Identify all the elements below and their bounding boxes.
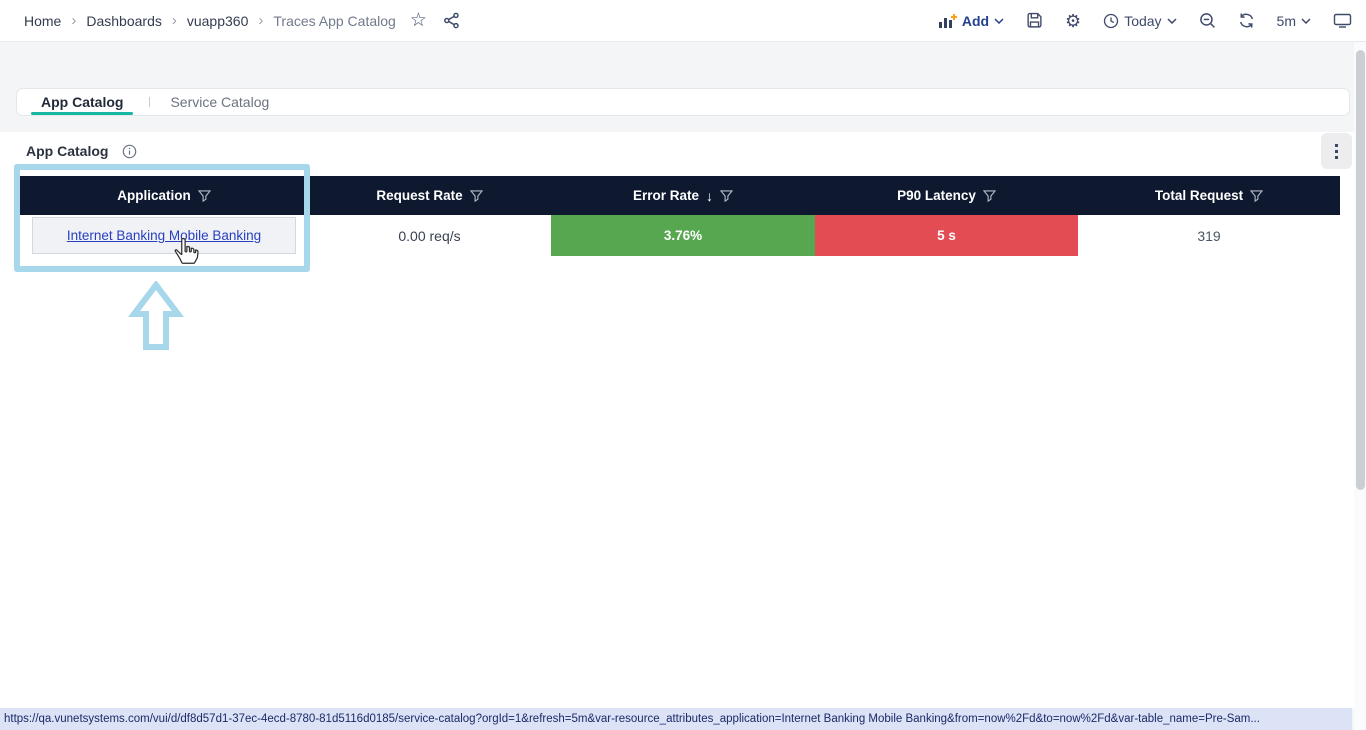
- save-dashboard-icon[interactable]: [1026, 12, 1043, 29]
- info-icon[interactable]: [122, 144, 137, 159]
- tab-service-catalog[interactable]: Service Catalog: [152, 89, 287, 115]
- clock-icon: [1104, 13, 1119, 28]
- column-label: Total Request: [1154, 188, 1244, 203]
- chevron-right-icon: ›: [171, 12, 177, 29]
- app-catalog-table: Application Request Rate Error Rate ↓ P9…: [20, 176, 1340, 256]
- catalog-tabbar: App Catalog Service Catalog: [16, 88, 1350, 116]
- column-header-p90-latency[interactable]: P90 Latency: [815, 176, 1078, 215]
- column-header-application[interactable]: Application: [20, 176, 308, 215]
- refresh-interval-label: 5m: [1276, 12, 1296, 29]
- breadcrumb-vuapp360[interactable]: vuapp360: [186, 12, 249, 29]
- request-rate-cell: 0.00 req/s: [398, 227, 461, 244]
- filter-funnel-icon[interactable]: [197, 189, 211, 202]
- column-header-error-rate[interactable]: Error Rate ↓: [551, 176, 815, 215]
- favorite-star-icon[interactable]: ☆: [409, 10, 427, 31]
- refresh-icon[interactable]: [1238, 12, 1255, 29]
- chevron-down-icon: [1301, 17, 1311, 24]
- settings-gear-icon[interactable]: ⚙: [1065, 10, 1082, 31]
- total-request-cell: 319: [1197, 227, 1221, 244]
- chevron-down-icon: [994, 17, 1004, 24]
- panel-menu-kebab-button[interactable]: [1321, 133, 1352, 169]
- table-row: Internet Banking Mobile Banking 0.00 req…: [20, 215, 1340, 256]
- chevron-down-icon: [1167, 17, 1177, 24]
- breadcrumb-dashboards[interactable]: Dashboards: [86, 12, 162, 29]
- error-rate-cell: 3.76%: [551, 215, 815, 256]
- time-range-picker[interactable]: Today: [1103, 12, 1177, 29]
- filter-funnel-icon[interactable]: [469, 189, 483, 202]
- application-cell-box: Internet Banking Mobile Banking: [32, 217, 296, 254]
- time-range-label: Today: [1124, 12, 1162, 29]
- refresh-interval-picker[interactable]: 5m: [1277, 13, 1311, 29]
- kebab-dot: [1335, 155, 1338, 159]
- top-navigation-bar: Home › Dashboards › vuapp360 › Traces Ap…: [0, 0, 1366, 42]
- chevron-right-icon: ›: [71, 12, 77, 29]
- tab-separator: [149, 97, 151, 107]
- tv-kiosk-mode-icon[interactable]: [1333, 12, 1352, 29]
- kebab-dot: [1335, 143, 1338, 147]
- breadcrumb-home[interactable]: Home: [24, 12, 62, 29]
- column-header-request-rate[interactable]: Request Rate: [308, 176, 551, 215]
- tab-app-catalog-label: App Catalog: [41, 94, 124, 110]
- panel-header: App Catalog: [0, 132, 1354, 170]
- column-header-total-request[interactable]: Total Request: [1078, 176, 1340, 215]
- kebab-dot: [1335, 149, 1338, 153]
- sort-desc-icon[interactable]: ↓: [706, 187, 714, 204]
- add-panel-button[interactable]: Add: [938, 13, 1004, 29]
- tab-service-catalog-label: Service Catalog: [170, 94, 270, 110]
- column-label: P90 Latency: [897, 188, 976, 203]
- tab-app-catalog[interactable]: App Catalog: [17, 89, 147, 115]
- filter-funnel-icon[interactable]: [1250, 189, 1264, 202]
- add-button-label: Add: [961, 12, 990, 29]
- share-icon[interactable]: [443, 12, 460, 29]
- link-preview-status-bar: https://qa.vunetsystems.com/vui/d/df8d57…: [0, 708, 1352, 730]
- chevron-right-icon: ›: [258, 12, 264, 29]
- column-label: Error Rate: [632, 188, 700, 203]
- filter-funnel-icon[interactable]: [982, 189, 996, 202]
- breadcrumb: Home › Dashboards › vuapp360 › Traces Ap…: [0, 13, 396, 29]
- column-label: Request Rate: [376, 188, 463, 203]
- filter-funnel-icon[interactable]: [720, 189, 734, 202]
- bar-chart-add-icon: [938, 13, 957, 28]
- active-tab-underline: [31, 112, 134, 115]
- application-cell: Internet Banking Mobile Banking: [20, 215, 308, 256]
- p90-latency-cell: 5 s: [815, 215, 1078, 256]
- table-header-row: Application Request Rate Error Rate ↓ P9…: [20, 176, 1340, 215]
- zoom-out-icon[interactable]: [1199, 12, 1216, 29]
- column-label: Application: [117, 188, 191, 203]
- scrollbar-thumb[interactable]: [1356, 50, 1365, 490]
- application-link[interactable]: Internet Banking Mobile Banking: [66, 228, 262, 243]
- panel-title: App Catalog: [26, 143, 109, 159]
- breadcrumb-current-page: Traces App Catalog: [273, 12, 396, 29]
